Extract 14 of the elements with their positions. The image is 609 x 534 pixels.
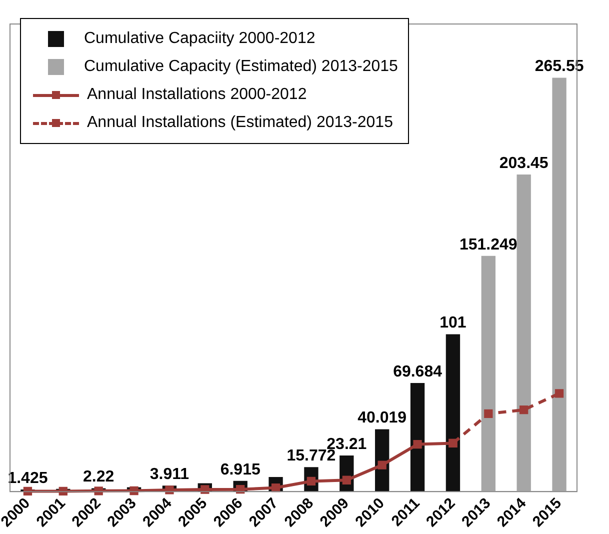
data-label: 6.915: [220, 461, 260, 478]
data-label: 3.911: [150, 466, 190, 483]
data-label: 2.22: [83, 468, 114, 486]
legend-label: Cumulative Capacity (Estimated) 2013-2015: [84, 58, 398, 76]
data-label: 265.55: [534, 58, 584, 76]
data-label: 40.019: [358, 410, 407, 427]
data-label: 151.249: [459, 236, 518, 254]
legend-label: Annual Installations (Estimated) 2013-2015: [87, 114, 393, 132]
data-label: 1.425: [8, 470, 48, 487]
legend-label: Annual Installations 2000-2012: [87, 86, 307, 104]
legend-label: Cumulative Capaciity 2000-2012: [84, 30, 316, 48]
data-label: 69.684: [393, 363, 442, 380]
data-label: 203.45: [499, 154, 548, 172]
data-label: 101: [440, 314, 466, 332]
